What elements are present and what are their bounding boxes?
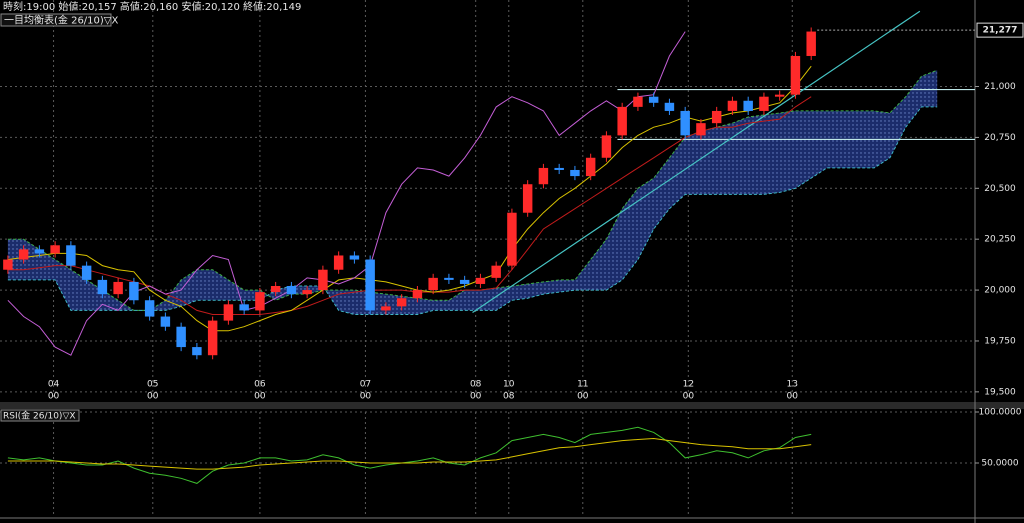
candle-body — [806, 31, 816, 56]
candle-body — [585, 157, 596, 177]
candle-body — [617, 106, 627, 136]
candle-body — [727, 100, 738, 111]
y-tick-label: 50.0000 — [981, 459, 1018, 469]
rsi-name: RSI(金 26/10)▽X — [3, 410, 76, 422]
candle-body — [97, 279, 108, 295]
candle-body — [18, 249, 29, 260]
candle-body — [144, 300, 155, 317]
candle-body — [34, 249, 45, 254]
rsi-line — [7, 437, 812, 470]
candle-body — [396, 298, 407, 307]
indicator-line — [7, 65, 812, 332]
candle-body — [538, 167, 549, 185]
x-tick-label: 06 — [254, 380, 266, 390]
indicator-name: 一目均衡表(金 26/10)▽X — [4, 14, 118, 27]
candle-body — [223, 304, 234, 321]
y-tick-label: 100.0000 — [979, 408, 1022, 418]
x-tick-sublabel: 00 — [254, 392, 266, 402]
x-tick-label: 13 — [787, 380, 798, 390]
last-price-box — [976, 22, 1024, 38]
candle-body — [66, 245, 76, 266]
candle-body — [475, 277, 486, 284]
x-tick-sublabel: 08 — [503, 392, 515, 402]
candle-body — [711, 110, 722, 124]
candle-body — [318, 269, 328, 291]
x-tick-sublabel: 00 — [147, 392, 159, 402]
x-tick-label: 11 — [577, 380, 588, 390]
candle-body — [412, 290, 423, 299]
y-tick-label: 20,500 — [984, 184, 1016, 194]
candle-body — [50, 245, 60, 254]
x-tick-label: 12 — [683, 380, 694, 390]
candle-body — [601, 135, 612, 158]
candle-body — [365, 259, 375, 311]
candle-body — [507, 212, 517, 266]
y-tick-label: 19,500 — [984, 387, 1016, 397]
candle-body — [459, 279, 470, 284]
candle-body — [680, 110, 690, 136]
candle-body — [664, 102, 675, 111]
cloud-span — [7, 106, 938, 315]
y-tick-label: 21,000 — [984, 82, 1016, 92]
candle-body — [522, 184, 533, 213]
candle-body — [349, 255, 360, 260]
rsi-line — [7, 426, 812, 484]
candle-body — [633, 96, 643, 107]
candle-body — [207, 320, 218, 356]
candle-body — [333, 255, 344, 270]
candle-body — [160, 316, 171, 327]
candle-body — [444, 277, 454, 280]
candle-body — [790, 55, 801, 95]
x-tick-label: 07 — [360, 380, 371, 390]
y-tick-label: 20,250 — [984, 235, 1016, 245]
candle-body — [696, 123, 706, 136]
candle-body — [3, 259, 13, 270]
candle-body — [176, 326, 186, 348]
panel-separator — [0, 402, 1024, 409]
y-tick-label: 20,750 — [984, 133, 1016, 143]
x-tick-label: 04 — [48, 380, 60, 390]
price-header: 時刻:19:00 始値:20,157 高値:20,160 安値:20,120 終… — [3, 0, 301, 13]
trend-line — [472, 10, 921, 313]
candle-body — [286, 286, 297, 295]
candle-body — [491, 265, 501, 278]
candle-body — [129, 281, 139, 301]
indicator-line — [7, 31, 686, 356]
candle-body — [270, 286, 281, 293]
candle-body — [648, 96, 659, 103]
candle-body — [759, 96, 769, 111]
x-tick-sublabel: 00 — [470, 392, 482, 402]
y-tick-label: 19,750 — [984, 336, 1016, 346]
candle-body — [570, 169, 580, 177]
candle-body — [302, 290, 312, 295]
candle-body — [381, 306, 391, 311]
indicator-tag — [0, 13, 112, 27]
x-tick-label: 08 — [470, 380, 482, 390]
x-tick-label: 05 — [147, 380, 158, 390]
candle-body — [554, 167, 564, 170]
candle-body — [192, 347, 202, 356]
x-tick-sublabel: 00 — [787, 392, 799, 402]
candle-body — [255, 292, 265, 311]
rsi-tag — [0, 409, 80, 422]
x-tick-sublabel: 00 — [360, 392, 372, 402]
x-tick-label: 10 — [503, 380, 515, 390]
last-price-label: 21,277 — [983, 26, 1018, 36]
candle-body — [81, 265, 92, 280]
candle-body — [743, 100, 753, 111]
candle-body — [774, 94, 785, 97]
candle-body — [428, 277, 438, 291]
x-tick-sublabel: 00 — [577, 392, 589, 402]
x-tick-sublabel: 00 — [48, 392, 60, 402]
candle-body — [239, 304, 249, 311]
x-tick-sublabel: 00 — [683, 392, 695, 402]
candle-body — [113, 281, 123, 295]
indicator-line — [7, 96, 812, 315]
y-tick-label: 20,000 — [984, 286, 1016, 296]
